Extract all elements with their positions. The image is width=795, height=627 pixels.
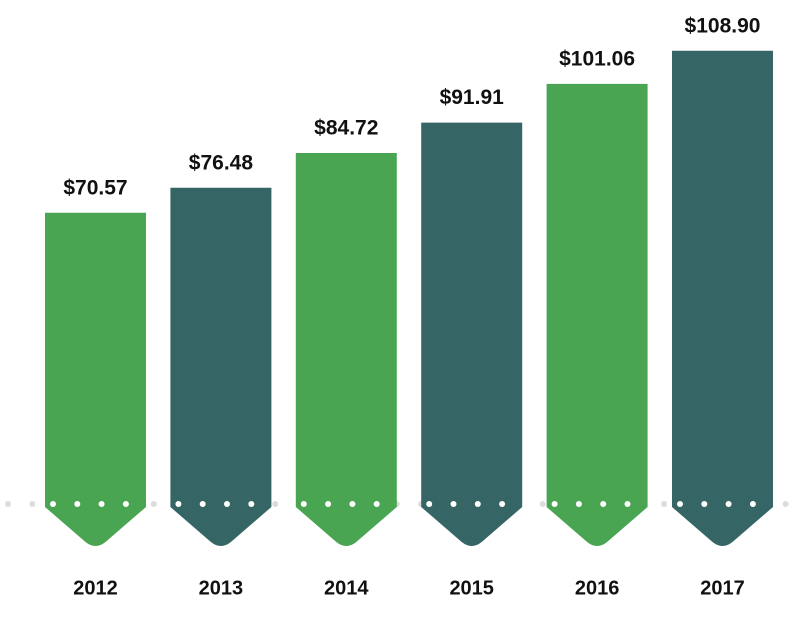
bar bbox=[672, 50, 773, 546]
bar-dot bbox=[373, 501, 380, 507]
bar bbox=[45, 212, 146, 546]
bar-dot bbox=[74, 501, 81, 507]
x-tick-label: 2017 bbox=[700, 577, 745, 599]
bar-dot bbox=[325, 501, 332, 507]
bar-dot bbox=[98, 501, 105, 507]
value-label: $76.48 bbox=[189, 151, 254, 174]
bar bbox=[170, 187, 272, 546]
bar-dot bbox=[50, 501, 56, 507]
bar-dot bbox=[551, 501, 558, 507]
bar-dot bbox=[199, 501, 206, 507]
x-tick-label: 2014 bbox=[324, 577, 369, 599]
bar-dot bbox=[248, 501, 255, 507]
value-label: $91.91 bbox=[440, 86, 505, 109]
bar-dot bbox=[499, 501, 506, 507]
bar-dot bbox=[224, 501, 230, 507]
bar-dot bbox=[749, 501, 756, 507]
baseline-dot bbox=[782, 501, 789, 507]
bar bbox=[295, 152, 397, 547]
baseline-dot bbox=[539, 501, 546, 507]
baseline-dot bbox=[272, 501, 279, 507]
bar-dot bbox=[575, 501, 582, 507]
x-tick-label: 2012 bbox=[73, 577, 118, 599]
bar-dot bbox=[701, 501, 708, 507]
bar-dot bbox=[175, 501, 182, 507]
baseline-dot bbox=[150, 501, 157, 507]
bar-dot bbox=[426, 501, 433, 507]
baseline-dot bbox=[29, 501, 36, 507]
x-tick-label: 2013 bbox=[199, 577, 244, 599]
baseline-dot bbox=[661, 501, 668, 507]
value-label: $108.90 bbox=[685, 14, 761, 37]
x-tick-label: 2015 bbox=[449, 577, 494, 599]
bar-dot bbox=[677, 501, 683, 507]
bar-dot bbox=[474, 501, 481, 507]
bar-dot bbox=[600, 501, 607, 507]
bar-dot bbox=[300, 501, 307, 507]
x-tick-label: 2016 bbox=[575, 577, 620, 599]
bar-dot bbox=[624, 501, 631, 507]
value-label: $101.06 bbox=[559, 47, 635, 70]
bar bbox=[546, 83, 648, 546]
value-label: $70.57 bbox=[63, 176, 127, 199]
bar-dot bbox=[122, 501, 129, 507]
baseline-dot bbox=[5, 501, 11, 507]
bar-dot bbox=[725, 501, 732, 507]
value-label: $84.72 bbox=[314, 117, 378, 140]
bar-dot bbox=[349, 501, 356, 507]
bar bbox=[421, 122, 523, 546]
bar-dot bbox=[450, 501, 457, 507]
